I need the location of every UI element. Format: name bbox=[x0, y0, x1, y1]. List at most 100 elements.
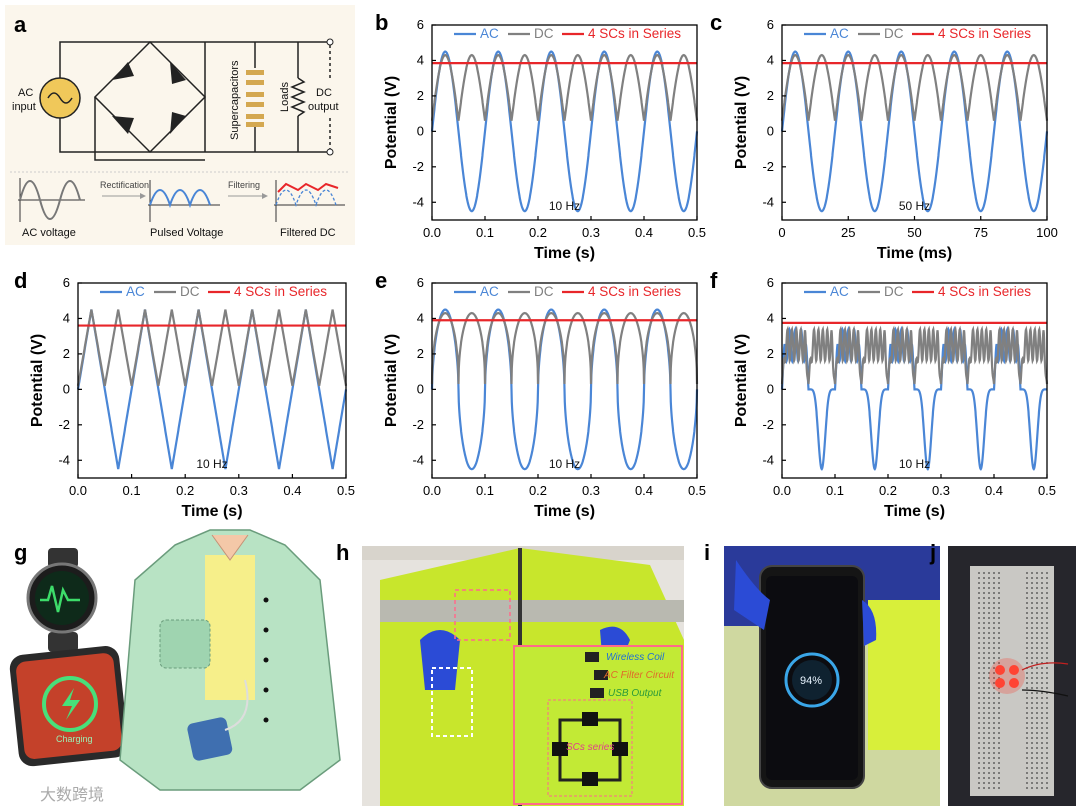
diodes bbox=[112, 62, 186, 134]
panel-label-h: h bbox=[336, 540, 349, 565]
y-axis-label: Potential (V) bbox=[383, 334, 400, 427]
x-tick-label: 0.5 bbox=[1038, 483, 1056, 498]
x-tick-label: 0.0 bbox=[69, 483, 87, 498]
y-tick-label: -2 bbox=[412, 159, 424, 174]
ac-voltage-diagram bbox=[18, 178, 85, 222]
x-tick-label: 100 bbox=[1036, 225, 1058, 240]
panel-label-d: d bbox=[14, 268, 27, 293]
x-axis-label: Time (ms) bbox=[877, 245, 952, 262]
x-tick-label: 0.1 bbox=[123, 483, 141, 498]
chart-c: c 0 25 50 75 100 6 4 2 0 -2 -4 Time (ms) Potential (V… bbox=[710, 10, 1058, 262]
x-tick-label: 0.3 bbox=[230, 483, 248, 498]
legend-label: AC bbox=[480, 26, 499, 41]
x-axis-label: Time (s) bbox=[181, 503, 242, 520]
x-tick-label: 0.1 bbox=[476, 225, 494, 240]
y-tick-label: 6 bbox=[417, 17, 424, 32]
y-tick-label: 0 bbox=[767, 381, 774, 396]
x-axis-label: Time (s) bbox=[534, 245, 595, 262]
watermark-text: 大数跨境 bbox=[40, 785, 104, 804]
y-axis-label: Potential (V) bbox=[383, 76, 400, 169]
y-tick-label: -2 bbox=[58, 417, 70, 432]
axes-frame bbox=[781, 282, 1048, 479]
x-tick-label: 0.5 bbox=[337, 483, 355, 498]
phone-box bbox=[431, 667, 473, 737]
legend-label: 4 SCs in Series bbox=[588, 284, 681, 299]
legend-label: 4 SCs in Series bbox=[938, 284, 1031, 299]
panel-label-g: g bbox=[14, 540, 27, 565]
diode-icon bbox=[112, 62, 134, 80]
y-tick-label: 2 bbox=[417, 346, 424, 361]
x-tick-label: 0 bbox=[778, 225, 785, 240]
y-tick-label: -4 bbox=[412, 194, 424, 209]
y-tick-label: 0 bbox=[417, 123, 424, 138]
series-dc-line bbox=[76, 309, 348, 386]
label-ac: AC bbox=[18, 87, 33, 99]
y-axis-label: Potential (V) bbox=[29, 334, 46, 427]
y-tick-label: 6 bbox=[417, 275, 424, 290]
legend-label: AC bbox=[126, 284, 145, 299]
diode-icon bbox=[170, 112, 186, 134]
diode-icon bbox=[170, 62, 186, 84]
x-tick-label: 0.1 bbox=[826, 483, 844, 498]
chart-e: e 0.0 0.1 0.2 0.3 0.4 0.5 6 4 2 0 -2 -4 Time (s) Poten… bbox=[375, 268, 706, 520]
x-tick-label: 50 bbox=[907, 225, 921, 240]
x-tick-label: 0.4 bbox=[283, 483, 301, 498]
led-icon bbox=[1009, 678, 1019, 688]
label-scs-series: SCs series bbox=[566, 742, 614, 753]
label-supercapacitors: Supercapacitors bbox=[229, 60, 241, 140]
panel-label-c: c bbox=[710, 10, 722, 35]
x-tick-label: 0.0 bbox=[423, 483, 441, 498]
y-tick-label: -4 bbox=[58, 452, 70, 467]
panel-g: g Charging bbox=[9, 529, 341, 804]
x-tick-label: 0.2 bbox=[879, 483, 897, 498]
x-tick-label: 0.4 bbox=[985, 483, 1003, 498]
glove-left bbox=[420, 630, 460, 690]
legend-label: 4 SCs in Series bbox=[234, 284, 327, 299]
frequency-annotation: 10 Hz bbox=[549, 457, 580, 471]
axes-frame bbox=[431, 24, 698, 221]
panel-label-b: b bbox=[375, 10, 388, 35]
x-tick-label: 0.0 bbox=[423, 225, 441, 240]
y-tick-label: -4 bbox=[412, 452, 424, 467]
y-tick-label: -2 bbox=[762, 159, 774, 174]
x-tick-label: 0.1 bbox=[476, 483, 494, 498]
y-tick-label: 0 bbox=[417, 381, 424, 396]
highlight-box bbox=[454, 589, 511, 641]
pulsed-voltage-diagram bbox=[148, 180, 220, 222]
filtered-dc-diagram bbox=[274, 180, 345, 222]
label-loads: Loads bbox=[279, 82, 291, 112]
label-ac-voltage: AC voltage bbox=[22, 227, 76, 239]
x-tick-label: 75 bbox=[974, 225, 988, 240]
label-rectification: Rectification bbox=[100, 180, 149, 190]
x-tick-label: 0.5 bbox=[688, 483, 706, 498]
y-tick-label: -4 bbox=[762, 194, 774, 209]
jacket-illustration bbox=[119, 529, 341, 791]
inset-circuit bbox=[547, 652, 633, 797]
panel-label-e: e bbox=[375, 268, 387, 293]
supercapacitor-stack-icon bbox=[246, 70, 264, 127]
panel-j: j bbox=[929, 540, 1076, 806]
y-tick-label: 6 bbox=[767, 17, 774, 32]
chart-f: f 0.0 0.1 0.2 0.3 0.4 0.5 6 4 2 0 -2 -4 Time (s) Poten… bbox=[710, 268, 1056, 520]
y-tick-label: 4 bbox=[767, 310, 774, 325]
y-tick-label: 4 bbox=[417, 52, 424, 67]
panel-a: a bbox=[5, 5, 355, 245]
label-wireless-coil: Wireless Coil bbox=[606, 652, 665, 663]
label-output: output bbox=[308, 101, 339, 113]
frequency-annotation: 10 Hz bbox=[899, 457, 930, 471]
x-tick-label: 0.4 bbox=[635, 483, 653, 498]
x-axis-label: Time (s) bbox=[534, 503, 595, 520]
axes-frame bbox=[431, 282, 698, 479]
panel-label-j: j bbox=[929, 540, 936, 565]
battery-percent: 94% bbox=[800, 675, 822, 687]
legend-label: AC bbox=[830, 26, 849, 41]
frequency-annotation: 50 Hz bbox=[899, 199, 930, 213]
x-tick-label: 0.0 bbox=[773, 483, 791, 498]
diode-icon bbox=[112, 116, 134, 134]
label-filtered-dc: Filtered DC bbox=[280, 227, 336, 239]
label-dc: DC bbox=[316, 87, 332, 99]
led-icon bbox=[1009, 665, 1019, 675]
legend-label: AC bbox=[830, 284, 849, 299]
x-tick-label: 0.2 bbox=[529, 225, 547, 240]
